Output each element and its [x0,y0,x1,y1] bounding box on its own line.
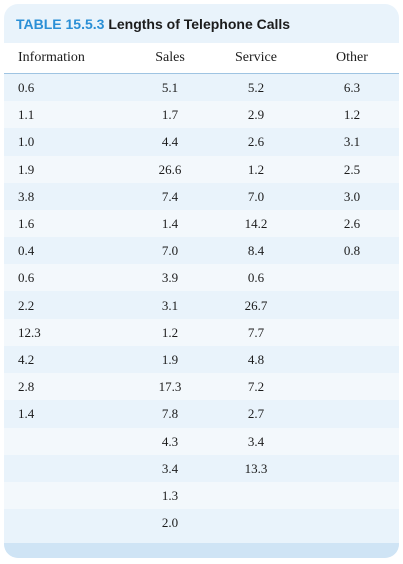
table-row: 2.8 17.3 7.2 [4,373,399,401]
table-cell: 13.3 [244,460,268,476]
table-cell: 1.0 [18,134,35,150]
table-row: 2.0 [4,509,399,536]
table-cell: 0.8 [343,243,361,259]
table-row: 1.1 1.7 2.9 1.2 [4,101,399,129]
table-row: 1.3 [4,482,399,509]
table-cell: 2.2 [18,297,35,313]
table-cell: 7.0 [247,188,265,204]
table-row: 0.4 7.0 8.4 0.8 [4,237,399,264]
table-cell: 7.0 [161,243,179,259]
table-cell: 17.3 [158,379,182,395]
table-cell: 4.3 [161,433,179,449]
table-cell [308,346,396,373]
table-cell: 1.2 [343,107,361,123]
table-cell: 1.1 [18,107,35,123]
table-cell: 3.4 [161,460,179,476]
table-cell: 2.5 [343,161,361,177]
table-cell: 4.4 [161,134,179,150]
table-cell: 1.7 [161,107,179,123]
table-row: 1.6 1.4 14.2 2.6 [4,210,399,237]
table-cell: 14.2 [244,216,268,231]
table-cell: 1.9 [161,352,179,367]
table-cell: 1.3 [161,488,179,503]
table-row: 4.3 3.4 [4,427,399,455]
table-cell: 2.8 [18,379,35,395]
table-row: 1.4 7.8 2.7 [4,400,399,427]
table-row: 0.6 5.1 5.2 6.3 [4,74,399,101]
table-cell: 0.4 [18,243,35,259]
table-cell [308,455,396,482]
table-cell: 3.4 [247,433,265,449]
table-cell: 26.7 [244,297,268,313]
table-row: 3.8 7.4 7.0 3.0 [4,183,399,210]
table-row: 0.6 3.9 0.6 [4,264,399,292]
table-cell: 6.3 [343,80,361,95]
table-row: 4.2 1.9 4.8 [4,346,399,373]
table-cell: 3.1 [161,297,179,313]
table-cell: 1.4 [18,406,35,422]
table-cell [308,264,396,291]
table-cell: 12.3 [18,324,41,340]
table-cell: 3.1 [343,134,361,150]
table-cell: 3.0 [343,188,361,204]
table-cell: 2.7 [247,406,265,422]
header-divider [4,73,399,74]
table-row: 12.3 1.2 7.7 [4,318,399,346]
table-caption: TABLE 15.5.3 Lengths of Telephone Calls [16,16,290,32]
table-cell: 1.2 [247,161,265,177]
column-header-sales: Sales [155,50,185,65]
table-row: 1.0 4.4 2.6 3.1 [4,128,399,155]
table-cell: 1.2 [161,324,179,340]
table-cell: 0.6 [18,270,35,286]
table-cell: 3.8 [18,188,35,204]
table-cell: 2.0 [161,515,179,531]
table-cell: 2.9 [247,107,265,123]
table-cell [308,482,396,509]
table-cell: 3.9 [161,270,179,286]
table-cell: 26.6 [158,161,182,177]
table-card: TABLE 15.5.3 Lengths of Telephone Calls … [4,4,399,558]
table-cell [208,509,304,536]
table-cell: 8.4 [247,243,265,259]
table-cell: 1.9 [18,161,35,177]
table-cell [308,373,396,400]
table-cell: 0.6 [18,80,35,95]
table-row: 1.9 26.6 1.2 2.5 [4,155,399,183]
table-cell [308,319,396,346]
table-cell [208,482,304,509]
table-cell: 4.8 [247,352,265,367]
table-header [4,43,399,73]
table-cell: 7.7 [247,324,265,340]
table-number: TABLE 15.5.3 [16,16,105,32]
table-row: 2.2 3.1 26.7 [4,292,399,319]
table-cell: 7.4 [161,188,179,204]
table-cell [308,400,396,427]
table-title: Lengths of Telephone Calls [108,16,291,32]
table-cell: 7.8 [161,406,179,422]
table-cell: 1.4 [161,216,179,231]
table-cell: 4.2 [18,352,35,367]
column-header-service: Service [235,50,277,65]
table-cell: 1.6 [18,216,35,231]
table-cell: 2.6 [247,134,265,150]
table-row: 3.4 13.3 [4,455,399,482]
table-cell: 5.1 [161,80,179,95]
table-cell: 0.6 [247,270,265,286]
table-footer [4,543,399,558]
column-header-other: Other [336,50,368,65]
table-cell [308,509,396,536]
column-header-information: Information [18,50,85,65]
table-cell [308,428,396,455]
table-cell: 7.2 [247,379,265,395]
table-cell: 5.2 [247,80,265,95]
table-cell: 2.6 [343,216,361,231]
table-cell [308,292,396,319]
